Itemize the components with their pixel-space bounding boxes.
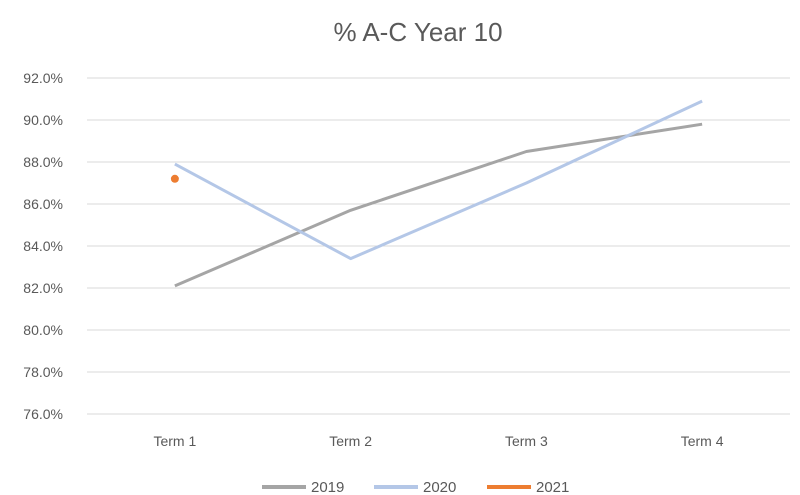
- series-group: [170, 99, 703, 288]
- legend: 2019 2020 2021: [262, 479, 569, 495]
- data-point-2021: [170, 174, 179, 183]
- x-tick-label: Term 3: [505, 433, 548, 449]
- series-line-2020: [174, 99, 703, 261]
- legend-label: 2020: [423, 479, 456, 495]
- x-tick-label: Term 1: [153, 433, 196, 449]
- chart-title: % A-C Year 10: [333, 17, 502, 47]
- legend-label: 2019: [311, 479, 344, 495]
- y-tick-label: 86.0%: [23, 196, 63, 212]
- y-tick-label: 90.0%: [23, 112, 63, 128]
- series-line-2019: [174, 122, 703, 288]
- x-axis-ticks: Term 1 Term 2 Term 3 Term 4: [153, 433, 723, 449]
- legend-label: 2021: [536, 479, 569, 495]
- y-tick-label: 92.0%: [23, 70, 63, 86]
- x-tick-label: Term 4: [681, 433, 724, 449]
- y-tick-label: 88.0%: [23, 154, 63, 170]
- y-tick-label: 82.0%: [23, 280, 63, 296]
- y-tick-label: 76.0%: [23, 406, 63, 422]
- x-tick-label: Term 2: [329, 433, 372, 449]
- y-tick-label: 78.0%: [23, 364, 63, 380]
- y-tick-label: 80.0%: [23, 322, 63, 338]
- y-axis-ticks: 76.0% 78.0% 80.0% 82.0% 84.0% 86.0% 88.0% 90.0%…: [23, 70, 63, 422]
- gridlines: [87, 77, 790, 415]
- y-tick-label: 84.0%: [23, 238, 63, 254]
